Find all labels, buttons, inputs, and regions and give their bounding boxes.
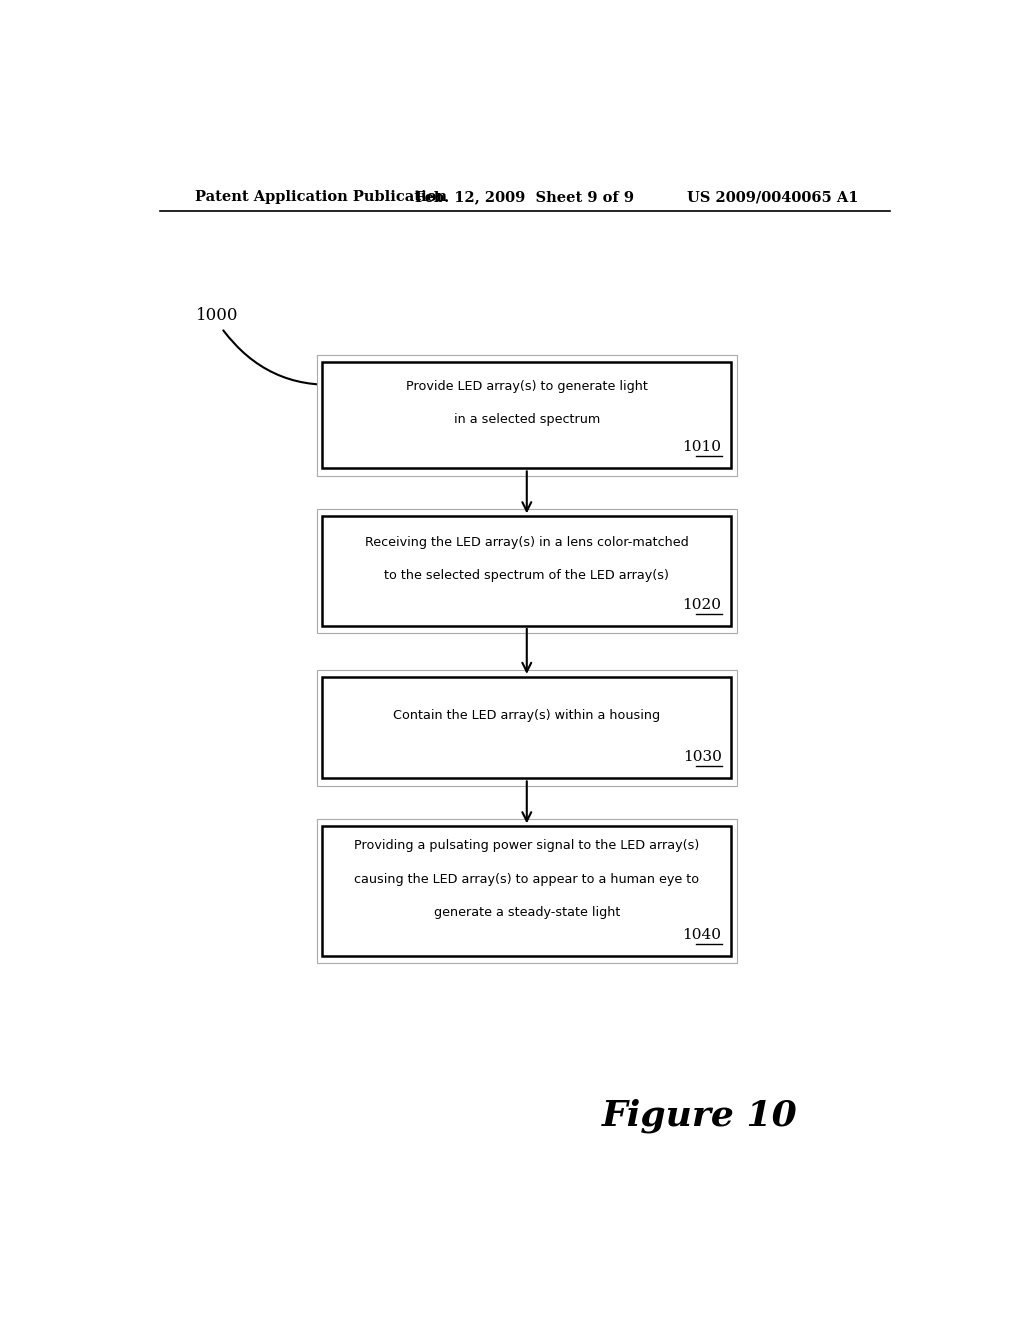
Bar [323,677,731,779]
Text: Patent Application Publication: Patent Application Publication [196,190,447,205]
Text: 1000: 1000 [196,308,238,325]
Bar [316,355,736,475]
Text: generate a steady-state light: generate a steady-state light [433,906,620,919]
FancyArrowPatch shape [522,781,531,821]
Text: Providing a pulsating power signal to the LED array(s): Providing a pulsating power signal to th… [354,840,699,851]
FancyArrowPatch shape [522,471,531,511]
Text: causing the LED array(s) to appear to a human eye to: causing the LED array(s) to appear to a … [354,873,699,886]
Text: US 2009/0040065 A1: US 2009/0040065 A1 [687,190,858,205]
Text: Feb. 12, 2009  Sheet 9 of 9: Feb. 12, 2009 Sheet 9 of 9 [416,190,634,205]
Bar [323,826,731,956]
Bar [323,516,731,626]
Text: in a selected spectrum: in a selected spectrum [454,413,600,426]
Text: 1040: 1040 [683,928,722,942]
Text: Figure 10: Figure 10 [601,1098,798,1133]
Text: to the selected spectrum of the LED array(s): to the selected spectrum of the LED arra… [384,569,670,582]
Text: Contain the LED array(s) within a housing: Contain the LED array(s) within a housin… [393,709,660,722]
Bar [323,362,731,469]
Text: 1020: 1020 [683,598,722,611]
Text: 1010: 1010 [683,440,722,454]
Bar [316,818,736,964]
Text: Receiving the LED array(s) in a lens color-matched: Receiving the LED array(s) in a lens col… [365,536,689,549]
Bar [316,669,736,785]
FancyArrowPatch shape [223,330,339,389]
FancyArrowPatch shape [522,628,531,672]
Bar [316,510,736,634]
Text: Provide LED array(s) to generate light: Provide LED array(s) to generate light [406,380,648,392]
Text: 1030: 1030 [683,750,722,764]
